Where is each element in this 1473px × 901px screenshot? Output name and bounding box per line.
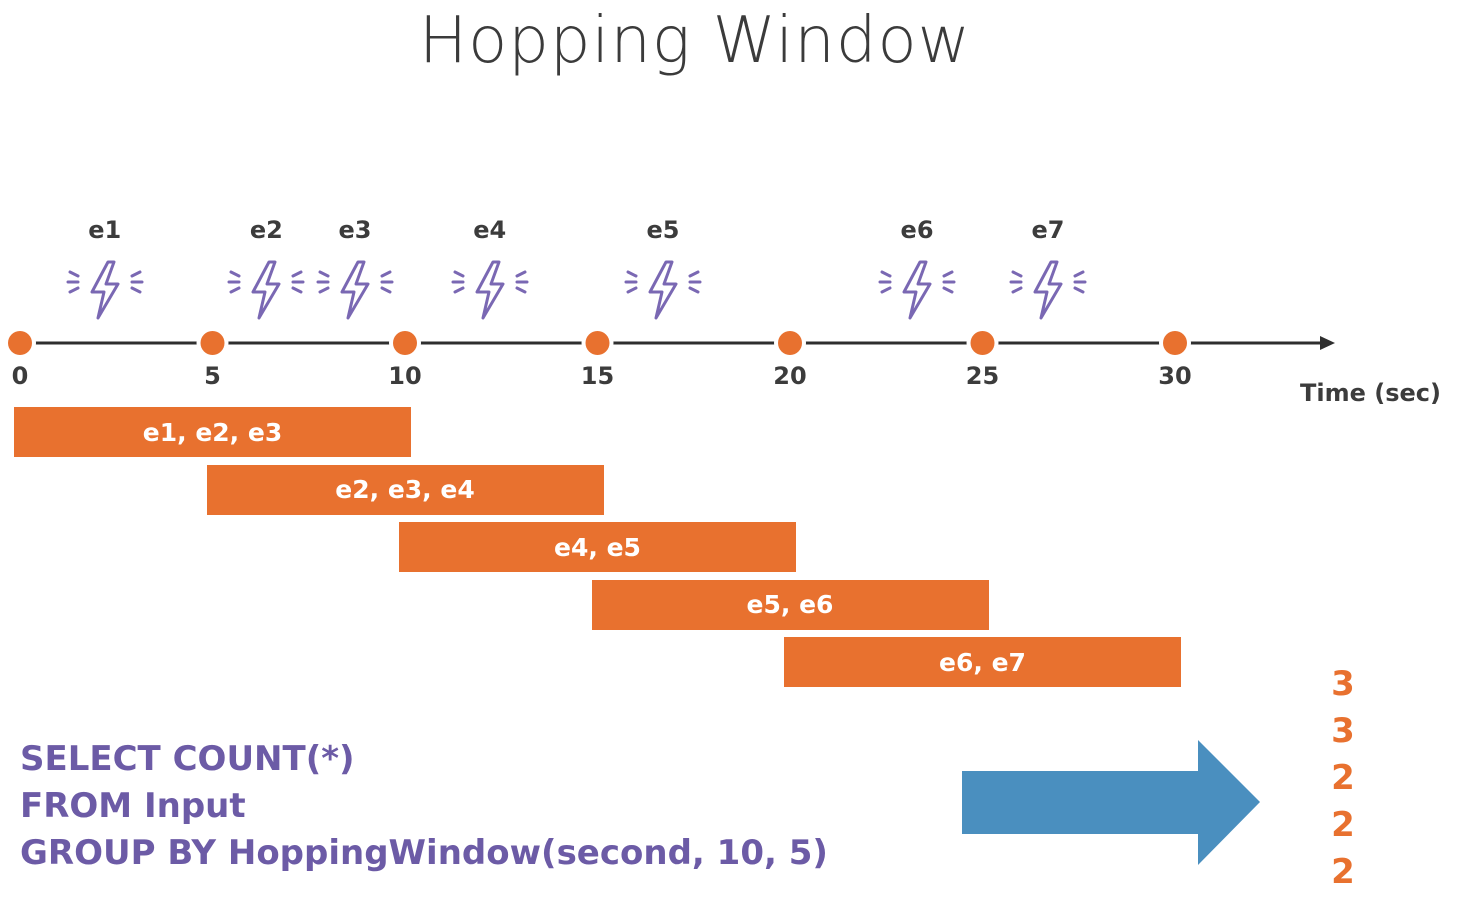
- event-label-e2: e2: [249, 216, 283, 244]
- query-text: SELECT COUNT(*) FROM Input GROUP BY Hopp…: [20, 736, 828, 877]
- result-count: 2: [1331, 758, 1355, 798]
- query-line-from: FROM Input: [20, 786, 246, 826]
- window-bar: e2, e3, e4: [206, 464, 604, 515]
- tick-label: 15: [580, 362, 615, 390]
- window-bar: e1, e2, e3: [14, 407, 411, 457]
- result-count: 3: [1331, 711, 1355, 751]
- lightning-icon: [876, 256, 958, 326]
- tick-dot: [393, 331, 417, 355]
- tick-label: 20: [773, 362, 807, 390]
- lightning-icon: [1007, 256, 1089, 326]
- lightning-icon: [622, 256, 704, 326]
- tick-dot: [1163, 331, 1187, 355]
- tick-dot: [778, 331, 802, 355]
- event-label-e3: e3: [338, 216, 372, 244]
- tick-dot: [8, 331, 32, 355]
- event-label-e5: e5: [646, 216, 680, 244]
- tick-label: 25: [965, 362, 1000, 390]
- axis-arrowhead-icon: [1320, 336, 1335, 350]
- result-arrow-icon: [962, 740, 1260, 865]
- window-bar: e6, e7: [784, 637, 1181, 687]
- query-line-select: SELECT COUNT(*): [20, 739, 355, 779]
- tick-dot: [200, 331, 225, 355]
- event-label-e4: e4: [473, 216, 507, 244]
- tick-label: 30: [1158, 362, 1192, 390]
- query-line-groupby: GROUP BY HoppingWindow(second, 10, 5): [20, 833, 828, 873]
- result-count: 2: [1331, 805, 1355, 845]
- window-bar: e5, e6: [591, 579, 989, 630]
- diagram-title: Hopping Window: [419, 4, 971, 78]
- lightning-icon: [449, 256, 531, 326]
- event-label-e1: e1: [88, 216, 122, 244]
- lightning-icon: [64, 256, 146, 326]
- lightning-icon: [225, 256, 307, 326]
- tick-dot: [970, 331, 995, 355]
- tick-label: 0: [11, 362, 29, 390]
- event-label-e7: e7: [1031, 216, 1065, 244]
- event-label-e6: e6: [900, 216, 934, 244]
- window-bar: e4, e5: [399, 522, 796, 572]
- result-count: 3: [1331, 664, 1355, 704]
- lightning-icon: [314, 256, 396, 326]
- tick-dot: [585, 331, 610, 355]
- result-count: 2: [1331, 852, 1355, 892]
- axis-label: Time (sec): [1300, 379, 1441, 407]
- tick-label: 5: [204, 362, 221, 390]
- tick-label: 10: [388, 362, 422, 390]
